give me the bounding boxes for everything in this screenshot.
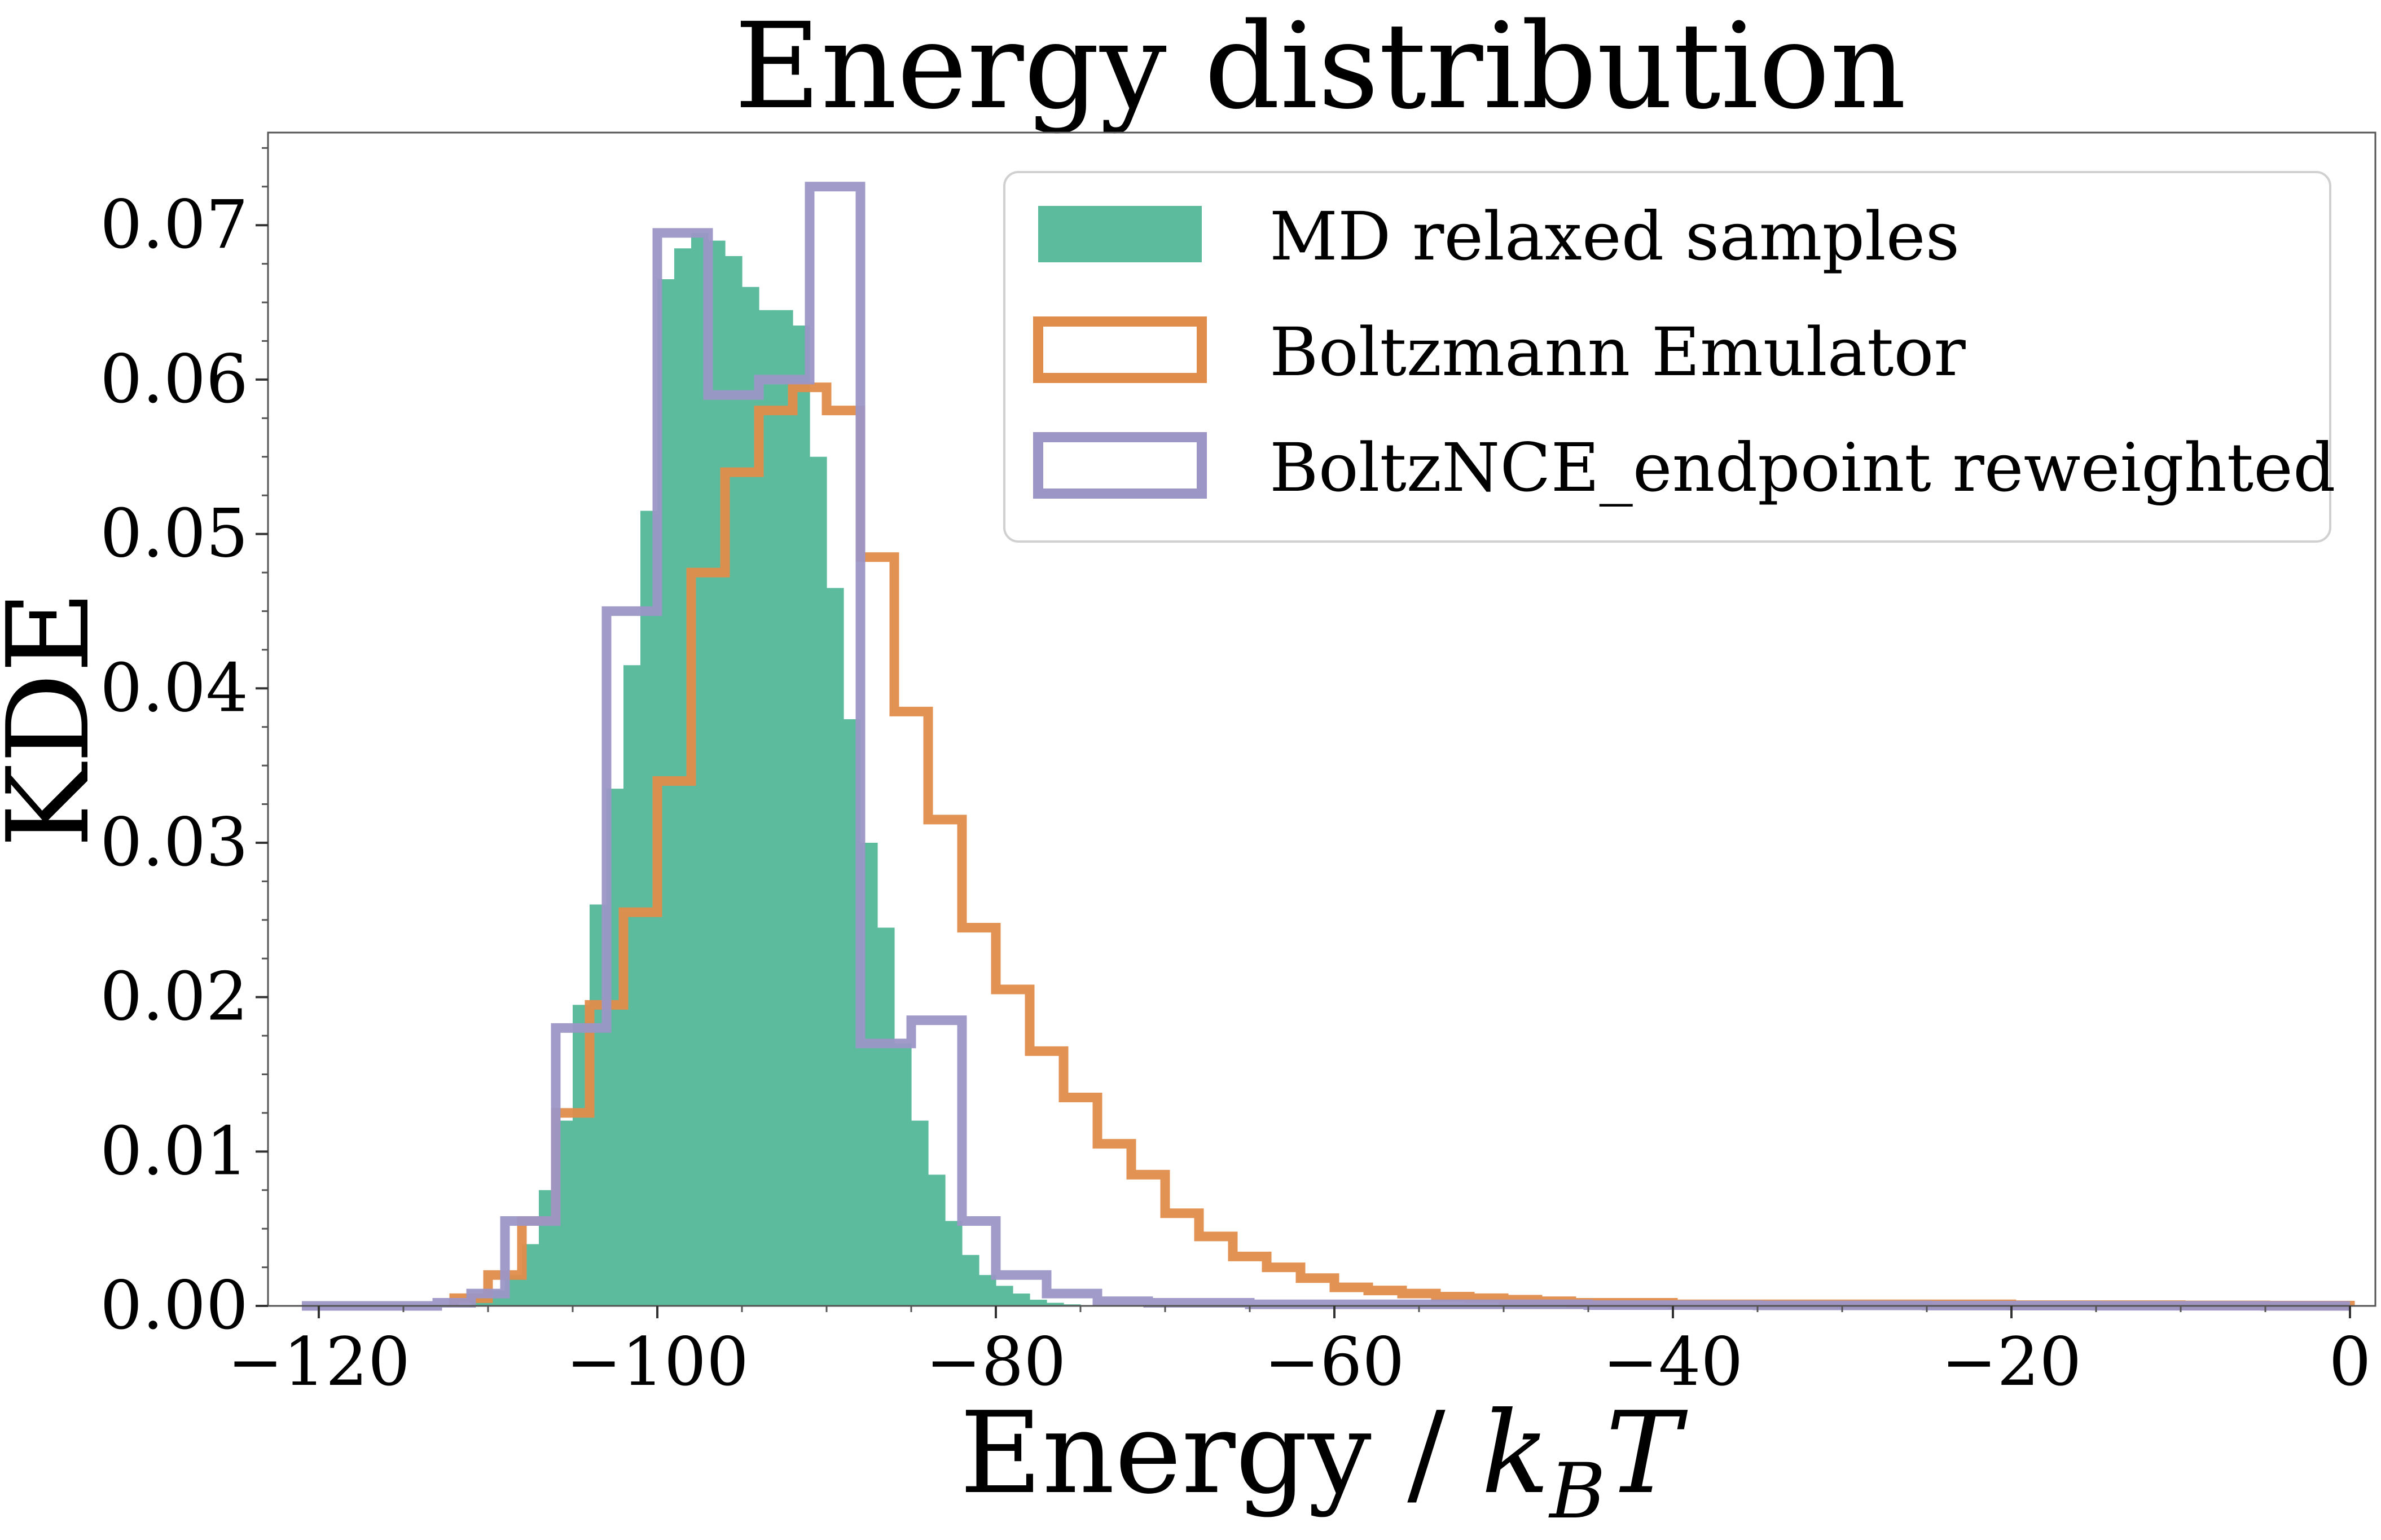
- plot-frame: [267, 131, 2376, 1307]
- legend-swatch-boltznce: [1033, 432, 1207, 499]
- x-tick-label: −120: [227, 1323, 410, 1401]
- x-axis-label-sub: B: [1548, 1447, 1605, 1535]
- md-bar: [1013, 1293, 1030, 1306]
- y-axis-ticks: 0.00 0.01 0.02 0.03 0.04 0.05 0.06 0.07: [100, 147, 268, 1344]
- legend-label-md-relaxed: MD relaxed samples: [1269, 197, 1960, 275]
- md-bar: [894, 1043, 912, 1306]
- x-tick-label: −40: [1602, 1323, 1743, 1401]
- md-bar: [776, 310, 793, 1306]
- md-bar: [911, 1120, 929, 1306]
- legend: MD relaxed samples Boltzmann Emulator Bo…: [1003, 171, 2336, 543]
- md-bar: [810, 456, 827, 1306]
- y-tick-label: 0.06: [100, 340, 248, 418]
- md-bar: [962, 1255, 979, 1306]
- x-tick-label: −20: [1941, 1323, 2081, 1401]
- legend-label-boltzmann: Boltzmann Emulator: [1269, 313, 1966, 391]
- y-tick-label: 0.01: [100, 1112, 248, 1190]
- y-tick-label: 0.02: [100, 958, 248, 1036]
- x-axis-label-t: T: [1606, 1388, 1688, 1519]
- md-bar: [1030, 1300, 1047, 1306]
- legend-swatch-boltzmann: [1033, 316, 1207, 383]
- md-bar: [945, 1221, 963, 1306]
- y-tick-label: 0.05: [100, 495, 248, 573]
- legend-label-boltznce: BoltzNCE_endpoint reweighted: [1269, 429, 2336, 507]
- md-bar: [725, 256, 743, 1306]
- md-bar: [827, 588, 844, 1306]
- y-axis-label: KDE: [0, 591, 115, 848]
- md-bar: [793, 325, 810, 1306]
- y-tick-label: 0.04: [100, 649, 248, 727]
- x-tick-label: −100: [566, 1323, 749, 1401]
- x-axis-ticks: −120 −100 −80 −60 −40 −20 0: [227, 1306, 2371, 1401]
- legend-frame: [1003, 171, 2331, 543]
- md-bar: [877, 927, 895, 1306]
- md-bar: [708, 240, 726, 1306]
- y-tick-label: 0.00: [100, 1266, 248, 1344]
- y-tick-label: 0.07: [100, 186, 248, 263]
- md-relaxed-bars: [471, 232, 1081, 1306]
- x-tick-label: 0: [2329, 1323, 2371, 1401]
- y-tick-label: 0.03: [100, 803, 248, 881]
- chart-title: Energy distribution: [734, 0, 1906, 135]
- x-tick-label: −60: [1264, 1323, 1404, 1401]
- x-axis-label-main: Energy /: [960, 1388, 1481, 1519]
- x-axis-label-k: k: [1481, 1388, 1549, 1519]
- x-axis-label: Energy / kBT: [960, 1388, 1688, 1535]
- md-bar: [928, 1174, 946, 1306]
- md-bar: [1047, 1303, 1064, 1306]
- x-tick-label: −80: [925, 1323, 1066, 1401]
- md-bar: [996, 1286, 1013, 1306]
- md-bar: [979, 1275, 996, 1306]
- legend-swatch-md-relaxed: [1038, 206, 1202, 262]
